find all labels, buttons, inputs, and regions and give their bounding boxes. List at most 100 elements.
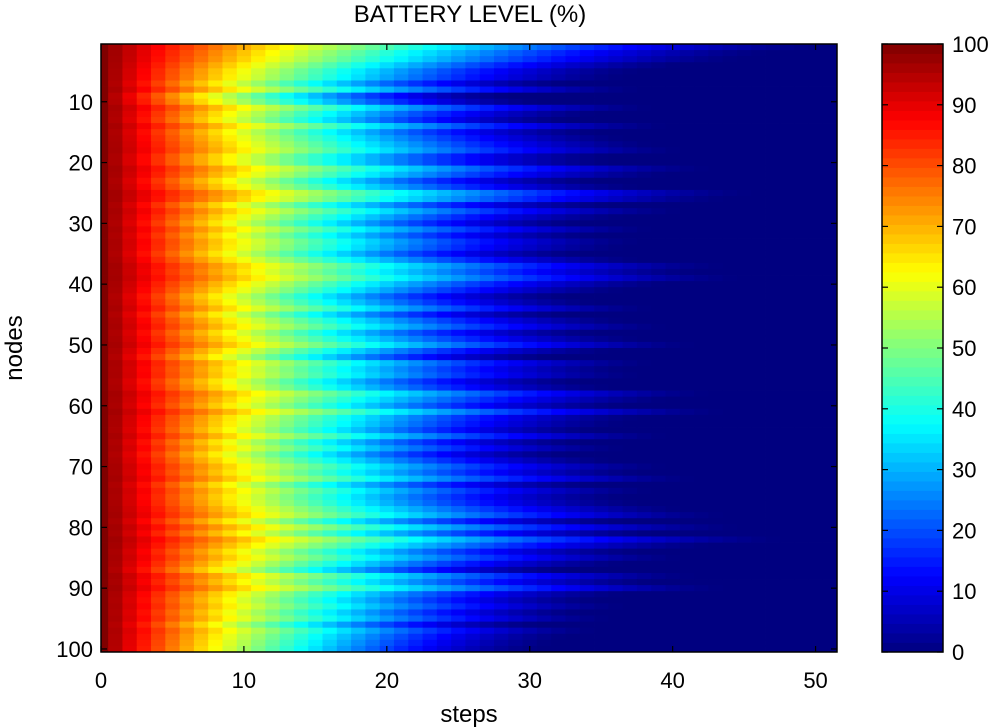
heatmap-cell [565, 433, 581, 440]
heatmap-cell [236, 396, 252, 404]
heatmap-cell [336, 250, 352, 258]
heatmap-cell [222, 329, 238, 337]
heatmap-cell [436, 433, 452, 440]
heatmap-cell [179, 68, 195, 75]
heatmap-cell [665, 214, 681, 221]
heatmap-cell [308, 585, 323, 592]
heatmap-cell [779, 585, 795, 592]
heatmap-cell [308, 609, 323, 616]
heatmap-cell [765, 214, 781, 221]
heatmap-cell [779, 98, 795, 106]
heatmap-cell [536, 518, 552, 525]
heatmap-cell [193, 572, 209, 580]
heatmap-cell [208, 232, 223, 239]
heatmap-cell [108, 317, 123, 325]
heatmap-cell [151, 311, 166, 318]
heatmap-cell [101, 390, 109, 398]
heatmap-cell [794, 287, 809, 294]
heatmap-cell [594, 183, 609, 191]
heatmap-cell [665, 493, 681, 501]
heatmap-cell [465, 414, 481, 422]
heatmap-cell [451, 341, 466, 349]
heatmap-cell [708, 262, 724, 270]
heatmap-cell [694, 262, 709, 270]
heatmap-cell [393, 603, 409, 610]
heatmap-cell [279, 530, 295, 537]
heatmap-cell [722, 591, 738, 598]
heatmap-cell [122, 536, 138, 543]
heatmap-cell [251, 560, 266, 568]
heatmap-cell [522, 548, 538, 556]
heatmap-cell [636, 341, 652, 349]
heatmap-cell [736, 153, 752, 160]
heatmap-cell [651, 390, 666, 398]
heatmap-cell [293, 554, 309, 562]
heatmap-cell [108, 123, 123, 130]
heatmap-cell [508, 62, 523, 69]
heatmap-cell [179, 92, 195, 100]
heatmap-cell [479, 226, 495, 233]
heatmap-cell [108, 293, 123, 300]
heatmap-cell [236, 585, 252, 592]
heatmap-cell [193, 348, 209, 355]
heatmap-cell [365, 475, 381, 483]
heatmap-cell [694, 171, 709, 179]
heatmap-cell [536, 281, 552, 288]
heatmap-cell [651, 451, 666, 458]
heatmap-cell [779, 445, 795, 452]
heatmap-cell [536, 262, 552, 270]
heatmap-cell [322, 378, 338, 385]
heatmap-cell [222, 214, 238, 221]
heatmap-cell [151, 123, 166, 130]
heatmap-cell [236, 451, 252, 458]
heatmap-cell [465, 293, 481, 300]
heatmap-cell [636, 481, 652, 489]
heatmap-cell [536, 469, 552, 477]
heatmap-cell [551, 457, 566, 464]
heatmap-cell [636, 116, 652, 124]
heatmap-cell [179, 110, 195, 118]
heatmap-cell [422, 530, 438, 537]
heatmap-cell [293, 506, 309, 513]
heatmap-cell [436, 250, 452, 258]
heatmap-cell [751, 159, 766, 166]
heatmap-cell [101, 171, 109, 179]
heatmap-cell [822, 621, 838, 629]
heatmap-cell [265, 536, 281, 543]
heatmap-cell [122, 311, 138, 318]
heatmap-cell [122, 572, 138, 580]
heatmap-cell [608, 299, 624, 306]
heatmap-cell [265, 487, 281, 495]
heatmap-cell [822, 202, 838, 209]
heatmap-cell [565, 268, 581, 276]
heatmap-cell [779, 512, 795, 519]
heatmap-cell [293, 147, 309, 154]
heatmap-cell [308, 153, 323, 160]
heatmap-cell [708, 293, 724, 300]
heatmap-cell [479, 554, 495, 562]
heatmap-cell [365, 396, 381, 404]
heatmap-cell [594, 597, 609, 604]
heatmap-cell [365, 159, 381, 166]
heatmap-cell [736, 80, 752, 87]
heatmap-cell [308, 554, 323, 562]
heatmap-cell [101, 268, 109, 276]
heatmap-cell [594, 141, 609, 148]
heatmap-cell [379, 500, 395, 507]
heatmap-cell [794, 360, 809, 367]
heatmap-cell [108, 116, 123, 124]
heatmap-cell [151, 348, 166, 355]
heatmap-cell [322, 420, 338, 428]
heatmap-cell [208, 177, 223, 185]
heatmap-cell [536, 123, 552, 130]
heatmap-cell [494, 500, 509, 507]
heatmap-cell [108, 408, 123, 416]
heatmap-cell [408, 323, 423, 331]
heatmap-cell [336, 244, 352, 252]
heatmap-cell [101, 396, 109, 404]
heatmap-cell [193, 262, 209, 270]
heatmap-cell [379, 475, 395, 483]
heatmap-cell [522, 560, 538, 568]
heatmap-cell [236, 500, 252, 507]
heatmap-cell [336, 530, 352, 537]
